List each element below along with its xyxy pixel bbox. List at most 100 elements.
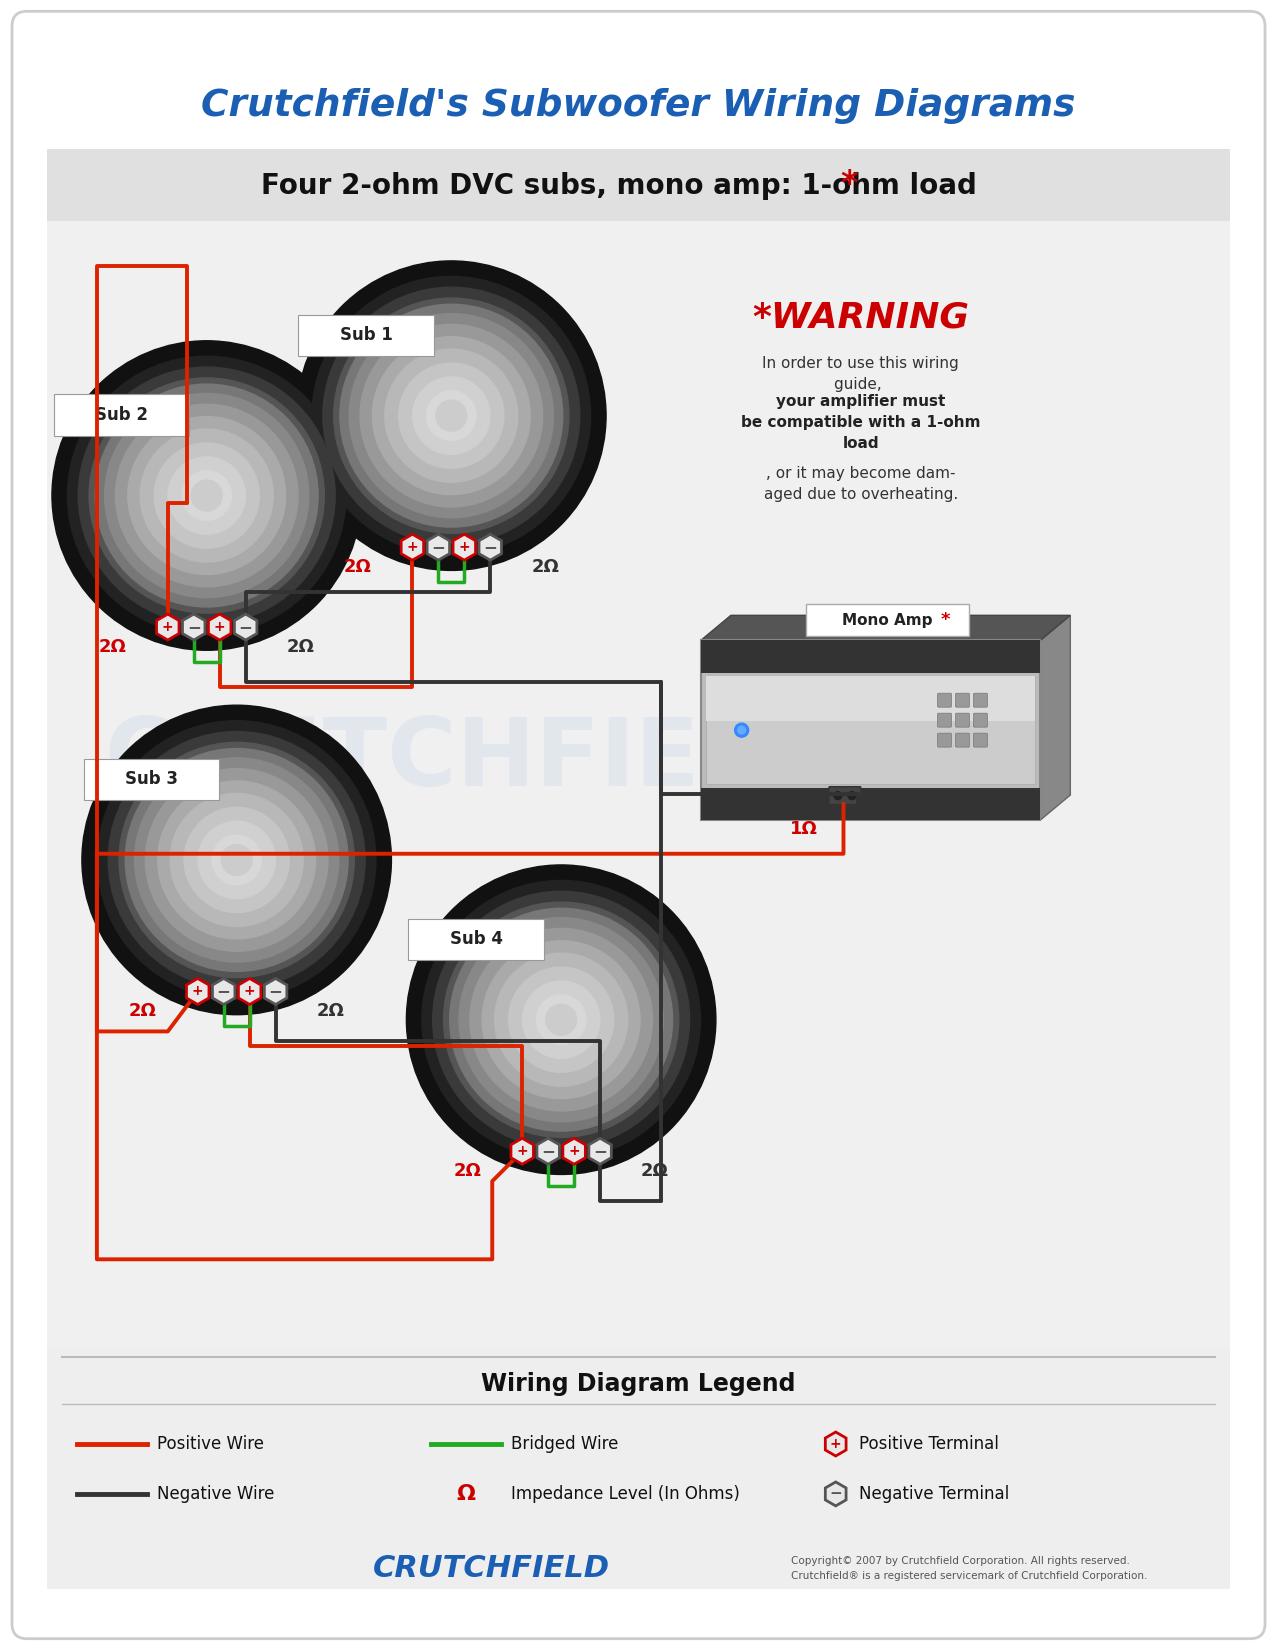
Text: −: − <box>483 538 497 556</box>
Circle shape <box>82 705 391 1015</box>
Circle shape <box>212 835 261 884</box>
Text: −: − <box>269 982 283 1000</box>
Polygon shape <box>537 1138 560 1165</box>
Text: +: + <box>830 1437 842 1450</box>
Circle shape <box>399 363 504 469</box>
Circle shape <box>78 366 335 624</box>
Polygon shape <box>182 614 205 640</box>
Text: *: * <box>840 168 857 201</box>
Text: Crutchfield's Subwoofer Wiring Diagrams: Crutchfield's Subwoofer Wiring Diagrams <box>200 87 1075 124</box>
FancyBboxPatch shape <box>937 713 951 728</box>
Circle shape <box>523 982 599 1058</box>
FancyBboxPatch shape <box>408 919 544 960</box>
Circle shape <box>372 337 530 495</box>
Text: Positive Terminal: Positive Terminal <box>858 1436 998 1454</box>
Text: Negative Terminal: Negative Terminal <box>858 1485 1009 1503</box>
Circle shape <box>413 376 490 454</box>
Circle shape <box>182 470 232 520</box>
FancyBboxPatch shape <box>54 394 190 436</box>
Circle shape <box>450 908 673 1132</box>
FancyBboxPatch shape <box>11 12 1265 1638</box>
Circle shape <box>116 404 298 587</box>
Text: 2Ω: 2Ω <box>99 639 126 657</box>
Circle shape <box>427 391 476 441</box>
Circle shape <box>140 429 273 563</box>
Circle shape <box>312 277 590 554</box>
Polygon shape <box>825 1432 847 1455</box>
FancyBboxPatch shape <box>955 713 969 728</box>
Text: Four 2-ohm DVC subs, mono amp: 1-ohm load: Four 2-ohm DVC subs, mono amp: 1-ohm loa… <box>261 172 977 200</box>
Circle shape <box>444 903 678 1137</box>
Text: 2Ω: 2Ω <box>532 558 560 576</box>
Polygon shape <box>701 615 1070 640</box>
Circle shape <box>385 350 518 482</box>
Text: Negative Wire: Negative Wire <box>157 1485 274 1503</box>
Circle shape <box>158 780 316 939</box>
Text: 2Ω: 2Ω <box>129 1003 157 1020</box>
Text: 2Ω: 2Ω <box>316 1003 344 1020</box>
FancyBboxPatch shape <box>974 733 987 747</box>
Text: −: − <box>187 619 200 635</box>
Polygon shape <box>1040 615 1070 820</box>
Circle shape <box>738 726 746 734</box>
Circle shape <box>168 457 245 535</box>
Circle shape <box>482 940 640 1099</box>
Circle shape <box>154 442 259 548</box>
Circle shape <box>96 384 319 607</box>
FancyBboxPatch shape <box>706 676 1035 784</box>
Circle shape <box>198 822 275 899</box>
Text: Sub 2: Sub 2 <box>96 406 148 424</box>
Polygon shape <box>453 535 476 559</box>
Text: −: − <box>238 619 252 635</box>
Text: , or it may become dam-
aged due to overheating.: , or it may become dam- aged due to over… <box>764 465 958 502</box>
FancyBboxPatch shape <box>47 148 1230 221</box>
FancyBboxPatch shape <box>806 604 969 637</box>
Text: Mono Amp: Mono Amp <box>843 612 933 629</box>
FancyBboxPatch shape <box>701 787 1040 820</box>
Text: CRUTCHFIELD: CRUTCHFIELD <box>372 1554 609 1584</box>
Polygon shape <box>208 614 231 640</box>
FancyBboxPatch shape <box>47 1350 1230 1589</box>
FancyBboxPatch shape <box>701 640 1040 820</box>
Text: −: − <box>593 1142 607 1160</box>
Circle shape <box>436 401 467 431</box>
Circle shape <box>422 881 700 1158</box>
Polygon shape <box>186 978 209 1005</box>
FancyBboxPatch shape <box>937 733 951 747</box>
Polygon shape <box>238 978 261 1005</box>
Circle shape <box>323 287 580 544</box>
Text: 1Ω: 1Ω <box>789 820 817 838</box>
Circle shape <box>546 1005 576 1035</box>
Text: +: + <box>162 620 173 634</box>
Text: Wiring Diagram Legend: Wiring Diagram Legend <box>481 1373 796 1396</box>
Circle shape <box>848 792 856 800</box>
Text: +: + <box>193 985 204 998</box>
FancyBboxPatch shape <box>47 221 1230 1350</box>
Text: −: − <box>217 982 231 1000</box>
Text: 2Ω: 2Ω <box>454 1162 481 1180</box>
Text: CRUTCHFIELD: CRUTCHFIELD <box>105 714 839 807</box>
Circle shape <box>407 865 715 1175</box>
Text: +: + <box>516 1143 528 1158</box>
Circle shape <box>108 731 365 988</box>
Polygon shape <box>511 1138 533 1165</box>
Text: Positive Wire: Positive Wire <box>157 1436 264 1454</box>
Text: +: + <box>214 620 226 634</box>
Text: −: − <box>431 538 445 556</box>
Text: Copyright© 2007 by Crutchfield Corporation. All rights reserved.
Crutchfield® is: Copyright© 2007 by Crutchfield Corporati… <box>790 1556 1148 1581</box>
Text: −: − <box>829 1487 842 1502</box>
Circle shape <box>145 769 328 952</box>
Text: Impedance Level (In Ohms): Impedance Level (In Ohms) <box>511 1485 740 1503</box>
Text: In order to use this wiring
guide,: In order to use this wiring guide, <box>762 356 959 391</box>
FancyBboxPatch shape <box>955 693 969 708</box>
Circle shape <box>119 742 354 977</box>
Circle shape <box>834 792 842 800</box>
Text: Sub 3: Sub 3 <box>125 771 178 789</box>
Polygon shape <box>427 535 450 559</box>
Circle shape <box>734 723 748 738</box>
Polygon shape <box>235 614 256 640</box>
Polygon shape <box>479 535 501 559</box>
FancyBboxPatch shape <box>974 713 987 728</box>
Polygon shape <box>562 1138 585 1165</box>
Circle shape <box>135 757 339 962</box>
